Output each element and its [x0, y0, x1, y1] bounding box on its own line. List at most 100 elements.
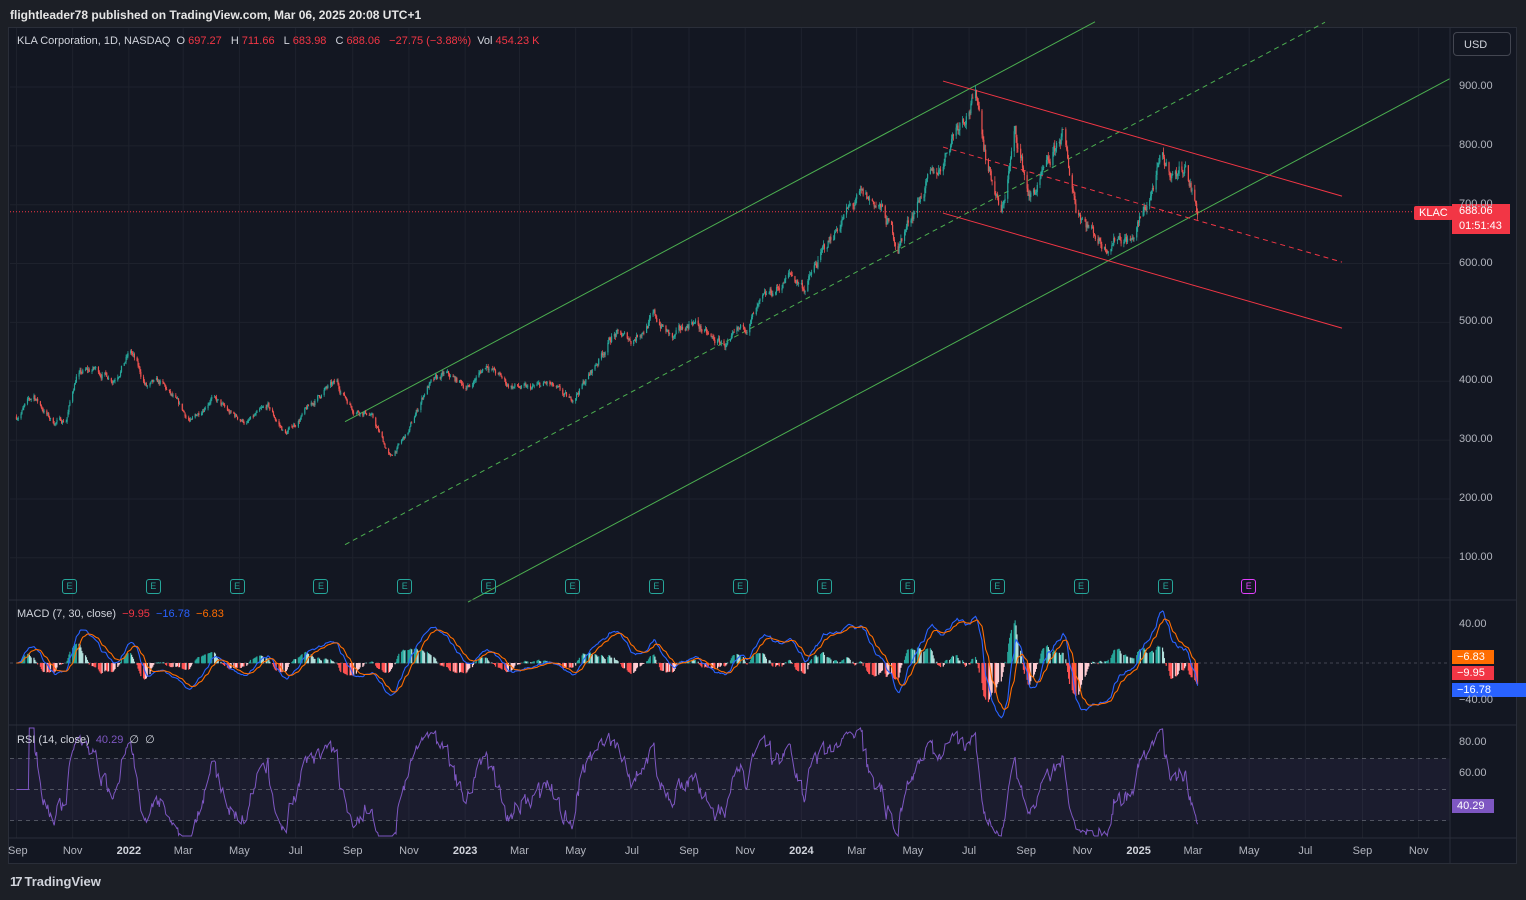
macd-histogram-bar [602, 656, 604, 664]
macd-histogram-bar [228, 663, 230, 670]
candle-body [679, 325, 681, 329]
macd-histogram-bar [775, 663, 777, 667]
candle-body [1028, 194, 1030, 196]
candle-body [729, 338, 732, 342]
macd-histogram-bar [1187, 663, 1189, 671]
candle-body [67, 412, 69, 418]
macd-histogram-bar [384, 663, 386, 673]
macd-histogram-bar [659, 663, 662, 671]
earnings-icon[interactable]: E [816, 579, 832, 594]
macd-histogram-bar [564, 663, 567, 667]
candle-body [229, 411, 231, 414]
candle-body [149, 383, 151, 386]
macd-histogram-bar [641, 663, 643, 665]
candle-body [717, 338, 720, 341]
tradingview-logo[interactable]: 17 TradingView [10, 874, 101, 889]
macd-histogram-bar [951, 655, 954, 664]
earnings-icon[interactable]: E [313, 579, 329, 594]
earnings-icon[interactable]: E [648, 579, 664, 594]
macd-histogram-bar [906, 649, 908, 664]
candle-body [833, 232, 836, 240]
candle-body [1100, 240, 1102, 245]
earnings-icon[interactable]: E [1241, 579, 1257, 594]
candle-body [105, 372, 107, 374]
candle-body [756, 306, 758, 308]
macd-histogram-bar [627, 663, 629, 672]
candle-body [705, 328, 708, 333]
macd-histogram-bar [117, 663, 119, 668]
earnings-icon[interactable]: E [397, 579, 413, 594]
candle-body [770, 288, 772, 294]
earnings-icon[interactable]: E [732, 579, 748, 594]
macd-title[interactable]: MACD (7, 30, close) [17, 608, 117, 620]
macd-histogram-bar [931, 651, 933, 664]
candle-body [60, 420, 63, 424]
macd-histogram-bar [614, 659, 616, 664]
macd-histogram-bar [910, 649, 912, 664]
earnings-icon[interactable]: E [61, 579, 77, 594]
candle-body [596, 364, 598, 366]
symbol-title[interactable]: KLA Corporation, 1D, NASDAQ [17, 35, 171, 47]
earnings-icon[interactable]: E [900, 579, 916, 594]
candle-body [1195, 200, 1197, 204]
candle-body [665, 326, 667, 332]
candle-body [681, 326, 683, 330]
earnings-icon[interactable]: E [564, 579, 580, 594]
candle-body [916, 201, 919, 213]
candle-body [836, 229, 838, 231]
green-channel-upper [344, 21, 1096, 423]
candle-body [261, 406, 264, 408]
macd-histogram-bar [802, 663, 804, 674]
macd-histogram-bar [353, 663, 355, 676]
earnings-icon[interactable]: E [989, 579, 1005, 594]
macd-histogram-bar [739, 655, 742, 664]
macd-histogram-bar [229, 663, 231, 669]
macd-histogram-bar [524, 660, 526, 664]
candle-body [330, 381, 332, 386]
candle-body [1165, 162, 1167, 167]
macd-histogram-bar [647, 659, 650, 664]
candle-body [409, 426, 411, 431]
candle-body [616, 330, 618, 333]
macd-histogram-bar [248, 661, 251, 664]
candle-body [181, 403, 183, 410]
macd-histogram-bar [196, 658, 198, 664]
macd-histogram-bar [487, 660, 489, 664]
macd-histogram-bar [47, 663, 49, 672]
candle-body [1014, 126, 1016, 132]
candle-body [454, 376, 456, 381]
macd-histogram-bar [318, 657, 320, 664]
candle-body [859, 188, 861, 192]
earnings-icon[interactable]: E [1158, 579, 1174, 594]
candle-body [868, 196, 870, 200]
candle-body [781, 288, 783, 291]
macd-histogram-bar [1060, 654, 1062, 664]
candle-body [1030, 192, 1032, 198]
earnings-icon[interactable]: E [229, 579, 245, 594]
earnings-icon[interactable]: E [145, 579, 161, 594]
symbol-tag: KLAC [1414, 206, 1453, 220]
candle-body [249, 416, 252, 420]
macd-histogram-bar [577, 659, 580, 664]
candle-body [862, 188, 864, 195]
candle-body [768, 292, 770, 294]
candle-body [1043, 166, 1045, 169]
earnings-icon[interactable]: E [1073, 579, 1089, 594]
candle-body [292, 426, 294, 428]
macd-histogram-bar [507, 663, 510, 672]
macd-histogram-bar [1104, 661, 1107, 664]
open-value: 697.27 [188, 35, 222, 47]
macd-histogram-bar [286, 663, 288, 670]
earnings-icon[interactable]: E [481, 579, 497, 594]
currency-button[interactable]: USD [1453, 32, 1511, 56]
candle-body [1065, 129, 1067, 145]
macd-histogram-bar [984, 663, 986, 698]
macd-histogram-bar [854, 663, 856, 666]
macd-histogram-bar [469, 663, 471, 669]
candle-body [202, 411, 205, 413]
rsi-title[interactable]: RSI (14, close) [17, 734, 90, 746]
macd-histogram-bar [305, 651, 307, 664]
macd-histogram-bar [833, 660, 836, 664]
macd-histogram-bar [972, 658, 974, 664]
